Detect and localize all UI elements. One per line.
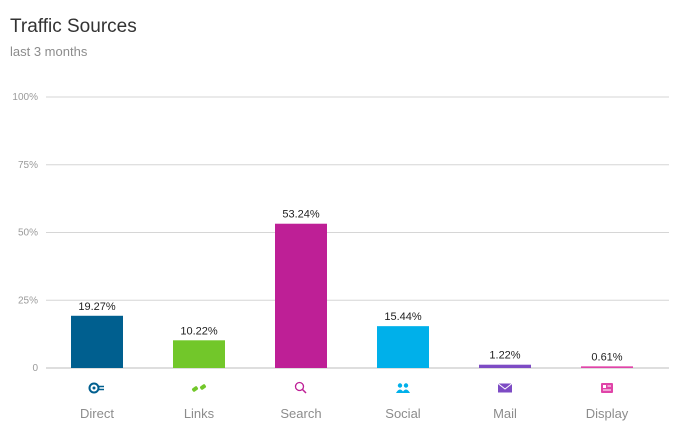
category-label-display: Display xyxy=(586,406,629,421)
value-label-links: 10.22% xyxy=(180,325,218,337)
value-label-social: 15.44% xyxy=(384,311,422,323)
bar-display[interactable] xyxy=(581,366,633,368)
bar-search[interactable] xyxy=(275,223,327,368)
mail-icon xyxy=(497,383,513,393)
value-label-search: 53.24% xyxy=(282,209,320,221)
bars xyxy=(71,223,633,368)
value-label-direct: 19.27% xyxy=(78,301,116,313)
category-label-mail: Mail xyxy=(493,406,517,421)
y-tick-label: 0 xyxy=(32,363,38,374)
category-label-direct: Direct xyxy=(80,406,114,421)
value-label-mail: 1.22% xyxy=(489,350,520,362)
bar-mail[interactable] xyxy=(479,364,531,368)
chart-subtitle: last 3 months xyxy=(10,44,88,59)
y-axis-ticks: 0 25% 50% 75% 100% xyxy=(12,92,38,374)
bar-links[interactable] xyxy=(173,340,225,368)
display-icon xyxy=(601,383,613,393)
links-icon xyxy=(191,384,207,392)
y-tick-label: 100% xyxy=(12,92,38,103)
y-tick-label: 25% xyxy=(18,295,38,306)
grid-lines xyxy=(46,96,669,369)
category-icons xyxy=(88,381,613,394)
value-label-display: 0.61% xyxy=(591,351,622,363)
bar-direct[interactable] xyxy=(71,315,123,368)
y-tick-label: 50% xyxy=(18,228,38,239)
value-labels: 19.27% 10.22% 53.24% 15.44% 1.22% 0.61% xyxy=(78,209,622,364)
social-icon xyxy=(396,383,410,393)
direct-icon xyxy=(88,382,104,394)
category-label-links: Links xyxy=(184,406,215,421)
y-tick-label: 75% xyxy=(18,160,38,171)
bar-social[interactable] xyxy=(377,326,429,368)
category-label-search: Search xyxy=(280,406,321,421)
category-label-social: Social xyxy=(385,406,421,421)
category-labels: Direct Links Search Social Mail Display xyxy=(80,406,629,421)
search-icon xyxy=(294,381,307,394)
chart-title: Traffic Sources xyxy=(10,16,137,37)
